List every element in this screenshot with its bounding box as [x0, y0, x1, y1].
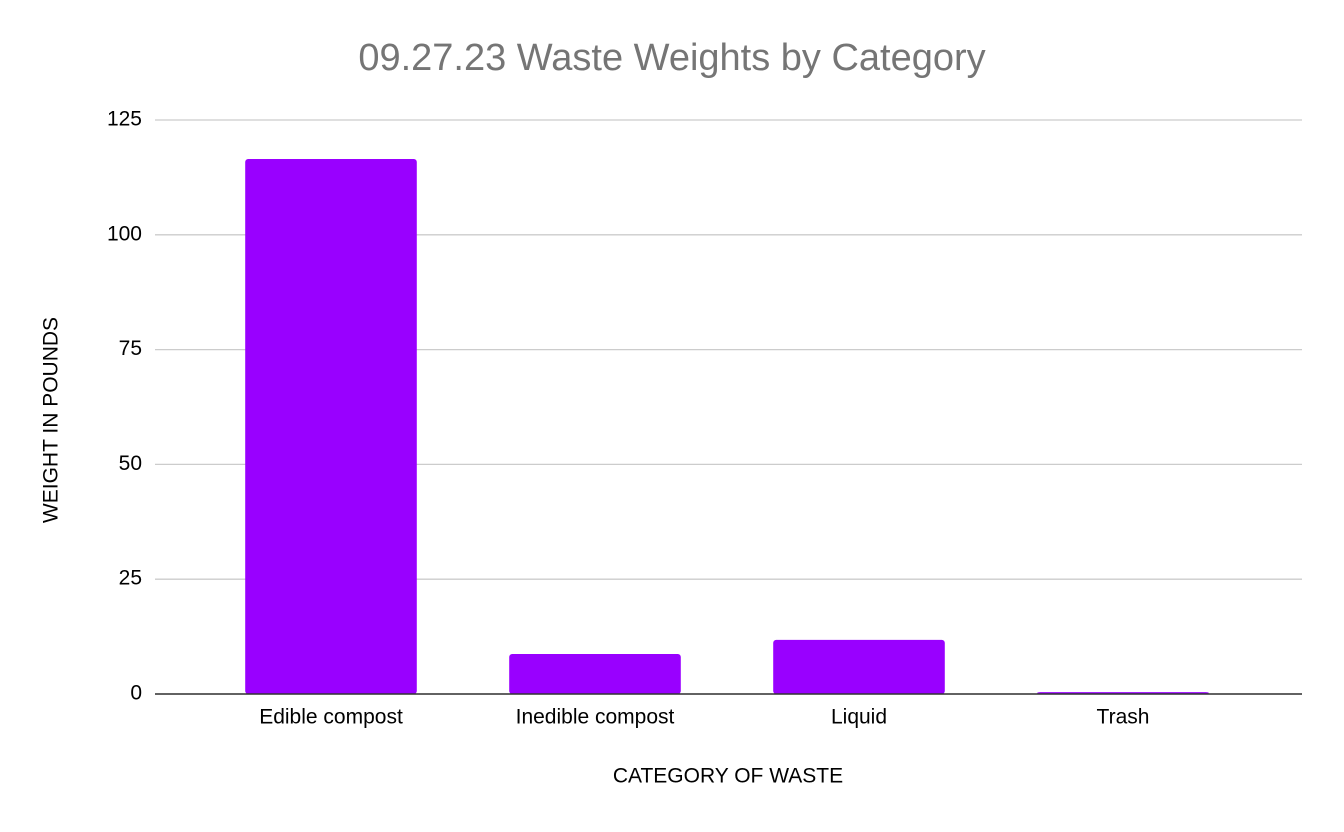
bar: [773, 639, 945, 694]
y-tick-label: 125: [107, 108, 142, 131]
y-tick-label: 100: [107, 222, 142, 245]
y-tick-label: 75: [119, 337, 142, 360]
x-tick-label: Trash: [1097, 706, 1150, 729]
chart-title: 09.27.23 Waste Weights by Category: [358, 37, 985, 79]
x-tick-label: Inedible compost: [516, 706, 675, 729]
y-tick-label: 25: [119, 567, 142, 590]
y-axis-title: WEIGHT IN POUNDS: [40, 317, 63, 523]
y-tick-label: 0: [130, 682, 142, 705]
bar: [245, 159, 417, 695]
y-tick-label: 50: [119, 452, 142, 475]
x-axis-title: CATEGORY OF WASTE: [613, 765, 843, 788]
x-tick-label: Liquid: [831, 706, 887, 729]
bar: [509, 654, 681, 694]
x-tick-label: Edible compost: [259, 706, 403, 729]
